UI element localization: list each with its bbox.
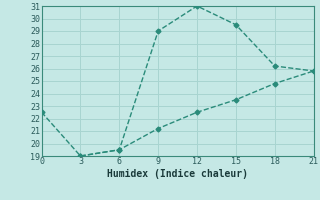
X-axis label: Humidex (Indice chaleur): Humidex (Indice chaleur) [107, 169, 248, 179]
